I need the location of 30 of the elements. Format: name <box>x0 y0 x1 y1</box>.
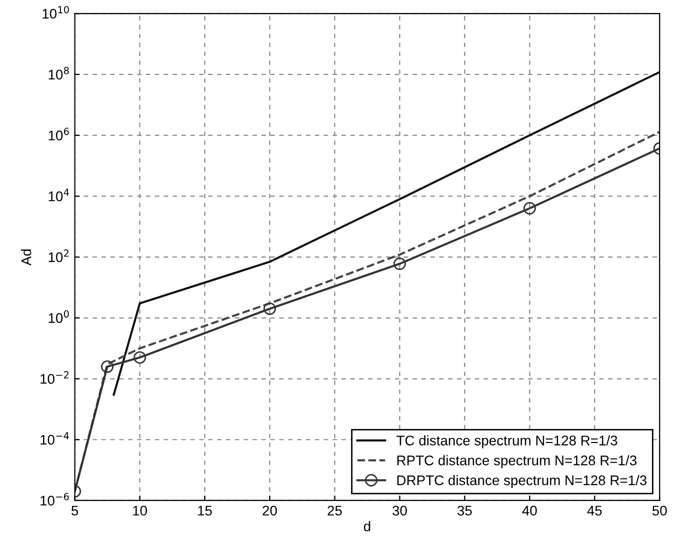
y-tick-label: 10$^{−4}$ <box>40 432 69 445</box>
x-tick-label: 35 <box>457 506 472 516</box>
y-tick-label: 10$^{2}$ <box>48 249 69 262</box>
point <box>134 351 146 364</box>
y-tick-label: 10$^{6}$ <box>48 128 69 140</box>
point <box>523 202 536 215</box>
x-tick-label: 15 <box>198 506 212 516</box>
x-tick-label: 5 <box>71 506 78 516</box>
x-tick-label: 40 <box>522 506 537 516</box>
x-axis-title: d <box>364 521 370 532</box>
x-tick-label: 20 <box>262 506 277 516</box>
x-tick-label: 30 <box>392 506 407 516</box>
x-tick-label: 45 <box>587 506 602 516</box>
legend-label: TC distance spectrum N=128 R=1/3 <box>396 435 618 448</box>
y-tick-label: 10$^{0}$ <box>48 310 69 323</box>
y-tick-label: 10$^{10}$ <box>42 6 69 19</box>
line-series <box>112 71 660 396</box>
y-tick-label: 10$^{4}$ <box>48 188 69 202</box>
y-axis-title: Ad <box>21 249 32 266</box>
legend-label: DRPTC distance spectrum N=128 R=1/3 <box>397 475 646 488</box>
point <box>393 258 406 270</box>
point <box>101 360 114 373</box>
legend-label: RPTC distance spectrum N=128 R=1/3 <box>397 455 636 468</box>
x-tick-label: 10 <box>133 506 147 516</box>
point <box>263 302 276 315</box>
x-tick-label: 50 <box>652 506 667 516</box>
y-tick-label: 10$^{8}$ <box>48 66 69 80</box>
x-tick-label: 25 <box>328 506 342 516</box>
y-tick-label: 10$^{−6}$ <box>40 492 69 506</box>
y-tick-label: 10$^{−2}$ <box>40 371 68 384</box>
